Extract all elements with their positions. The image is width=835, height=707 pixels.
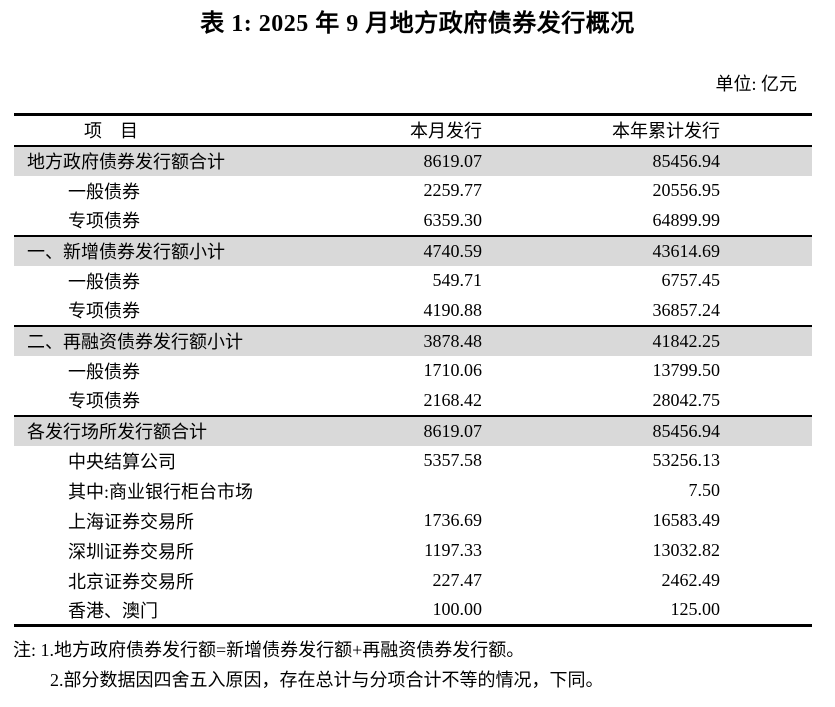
table-row: 一般债券 549.71 6757.45 bbox=[14, 266, 812, 296]
notes: 注: 1.地方政府债券发行额=新增债券发行额+再融资债券发行额。 2.部分数据因… bbox=[0, 635, 835, 695]
table-row: 专项债券 2168.42 28042.75 bbox=[14, 385, 812, 417]
row-label: 各发行场所发行额合计 bbox=[14, 415, 344, 446]
row-label: 专项债券 bbox=[14, 295, 344, 327]
row-ytd-value: 85456.94 bbox=[484, 145, 722, 176]
row-label: 二、再融资债券发行额小计 bbox=[14, 325, 344, 356]
note-line: 注: 1.地方政府债券发行额=新增债券发行额+再融资债券发行额。 bbox=[13, 640, 525, 660]
row-ytd-value: 13032.82 bbox=[652, 540, 721, 560]
table-row: 地方政府债券发行额合计 8619.07 85456.94 bbox=[14, 145, 812, 176]
row-month-value: 2259.77 bbox=[423, 180, 483, 200]
row-spacer bbox=[722, 506, 812, 536]
row-spacer bbox=[722, 446, 812, 476]
table-body: 地方政府债券发行额合计 8619.07 85456.94 一般债券 2259.7… bbox=[14, 145, 812, 626]
row-month-value: 6359.30 bbox=[344, 205, 484, 237]
row-spacer bbox=[722, 176, 812, 206]
row-spacer bbox=[722, 266, 812, 296]
table-header: 项 目 本月发行 本年累计发行 bbox=[14, 114, 812, 147]
row-label: 上海证券交易所 bbox=[68, 511, 194, 532]
table-row: 一、新增债券发行额小计 4740.59 43614.69 bbox=[14, 235, 812, 266]
row-spacer bbox=[722, 295, 812, 327]
row-ytd-value: 13799.50 bbox=[652, 360, 721, 380]
table-row: 深圳证券交易所 1197.33 13032.82 bbox=[14, 536, 812, 566]
row-ytd-value: 53256.13 bbox=[652, 450, 721, 470]
row-spacer bbox=[722, 145, 812, 176]
table-row: 各发行场所发行额合计 8619.07 85456.94 bbox=[14, 415, 812, 446]
row-ytd-value: 43614.69 bbox=[484, 235, 722, 266]
row-spacer bbox=[722, 596, 812, 626]
row-ytd-value: 6757.45 bbox=[661, 270, 721, 290]
row-month-value: 4740.59 bbox=[344, 235, 484, 266]
row-ytd-value: 125.00 bbox=[670, 599, 721, 620]
table-row: 一般债券 1710.06 13799.50 bbox=[14, 356, 812, 386]
table-row: 二、再融资债券发行额小计 3878.48 41842.25 bbox=[14, 325, 812, 356]
row-spacer bbox=[722, 235, 812, 266]
row-month-value: 5357.58 bbox=[423, 450, 483, 470]
table-container: 项 目 本月发行 本年累计发行 地方政府债券发行额合计 8619.07 8545… bbox=[14, 113, 812, 627]
table-row: 一般债券 2259.77 20556.95 bbox=[14, 176, 812, 206]
unit-label: 单位: 亿元 bbox=[715, 74, 797, 94]
row-ytd-value: 41842.25 bbox=[484, 325, 722, 356]
row-label: 一般债券 bbox=[68, 181, 140, 202]
row-ytd-value: 7.50 bbox=[688, 480, 721, 500]
row-ytd-value: 16583.49 bbox=[652, 510, 721, 530]
row-label: 一般债券 bbox=[68, 271, 140, 292]
row-label: 深圳证券交易所 bbox=[68, 541, 194, 562]
row-ytd-value: 28042.75 bbox=[484, 385, 722, 417]
row-month-value: 549.71 bbox=[432, 270, 483, 290]
row-month-value: 1736.69 bbox=[423, 510, 483, 530]
row-spacer bbox=[722, 205, 812, 237]
bond-issuance-table: 项 目 本月发行 本年累计发行 地方政府债券发行额合计 8619.07 8545… bbox=[14, 113, 812, 627]
row-month-value: 8619.07 bbox=[344, 145, 484, 176]
table-row: 中央结算公司 5357.58 53256.13 bbox=[14, 446, 812, 476]
column-header-spacer bbox=[722, 114, 812, 147]
row-label: 其中:商业银行柜台市场 bbox=[68, 481, 253, 502]
row-month-value: 1710.06 bbox=[423, 360, 483, 380]
row-ytd-value: 2462.49 bbox=[661, 570, 721, 590]
row-spacer bbox=[722, 566, 812, 596]
row-label: 地方政府债券发行额合计 bbox=[14, 145, 344, 176]
row-month-value: 8619.07 bbox=[344, 415, 484, 446]
row-month-value: 2168.42 bbox=[344, 385, 484, 417]
row-month-value: 100.00 bbox=[432, 599, 483, 620]
table-row: 北京证券交易所 227.47 2462.49 bbox=[14, 566, 812, 596]
row-spacer bbox=[722, 415, 812, 446]
table-row: 其中:商业银行柜台市场 7.50 bbox=[14, 476, 812, 506]
column-header-month: 本月发行 bbox=[344, 114, 484, 147]
row-month-value: 3878.48 bbox=[344, 325, 484, 356]
row-label: 专项债券 bbox=[14, 385, 344, 417]
row-ytd-value: 64899.99 bbox=[484, 205, 722, 237]
page-title: 表 1: 2025 年 9 月地方政府债券发行概况 bbox=[200, 11, 635, 37]
row-ytd-value: 85456.94 bbox=[484, 415, 722, 446]
row-spacer bbox=[722, 476, 812, 506]
row-label: 香港、澳门 bbox=[68, 600, 158, 621]
table-row: 专项债券 6359.30 64899.99 bbox=[14, 205, 812, 237]
row-spacer bbox=[722, 385, 812, 417]
table-row: 专项债券 4190.88 36857.24 bbox=[14, 295, 812, 327]
table-header-row: 项 目 本月发行 本年累计发行 bbox=[14, 114, 812, 147]
column-header-ytd: 本年累计发行 bbox=[484, 114, 722, 147]
row-label: 专项债券 bbox=[14, 205, 344, 237]
row-label: 北京证券交易所 bbox=[68, 571, 194, 592]
table-row: 上海证券交易所 1736.69 16583.49 bbox=[14, 506, 812, 536]
row-spacer bbox=[722, 356, 812, 386]
row-ytd-value: 36857.24 bbox=[484, 295, 722, 327]
row-spacer bbox=[722, 325, 812, 356]
row-month-value bbox=[344, 476, 484, 506]
table-row: 香港、澳门 100.00 125.00 bbox=[14, 596, 812, 626]
row-label: 一般债券 bbox=[68, 361, 140, 382]
row-month-value: 227.47 bbox=[432, 570, 483, 590]
row-month-value: 1197.33 bbox=[424, 540, 482, 560]
row-spacer bbox=[722, 536, 812, 566]
note-line: 2.部分数据因四舍五入原因，存在总计与分项合计不等的情况，下同。 bbox=[50, 670, 604, 690]
row-ytd-value: 20556.95 bbox=[652, 180, 721, 200]
row-label: 中央结算公司 bbox=[68, 451, 176, 472]
row-month-value: 4190.88 bbox=[344, 295, 484, 327]
column-header-item: 项 目 bbox=[14, 114, 344, 147]
row-label: 一、新增债券发行额小计 bbox=[14, 235, 344, 266]
